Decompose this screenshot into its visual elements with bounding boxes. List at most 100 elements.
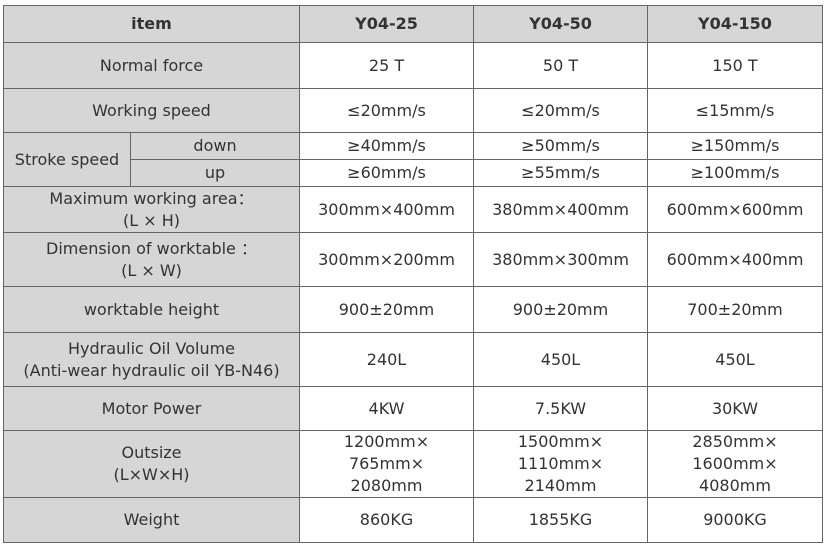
value-cell: 240L — [299, 332, 474, 387]
value-cell: 300mm×200mm — [299, 232, 474, 287]
row-label: Normal force — [3, 42, 300, 89]
value-cell: 600mm×600mm — [647, 186, 823, 233]
row-label: Working speed — [3, 88, 300, 133]
value-text: 1600mm× — [692, 454, 778, 473]
value-text: 600mm×600mm — [666, 199, 804, 219]
value-cell: ≥50mm/s — [473, 132, 648, 160]
table-row: worktable height 900±20mm 900±20mm 700±20mm — [3, 286, 823, 333]
value-text: ≤20mm/s — [347, 100, 426, 120]
value-text: 450L — [715, 349, 755, 369]
row-label: Dimension of worktable ： (L × W) — [3, 232, 300, 287]
table-row: Working speed ≤20mm/s ≤20mm/s ≤15mm/s — [3, 88, 823, 133]
value-cell: 25 T — [299, 42, 474, 89]
row-label: Outsize (L×W×H) — [3, 430, 300, 498]
value-cell: 860KG — [299, 497, 474, 543]
value-cell: 900±20mm — [299, 286, 474, 333]
value-text: 300mm×400mm — [318, 199, 455, 219]
value-cell: ≥100mm/s — [647, 159, 823, 187]
value-text: ≥150mm/s — [690, 136, 780, 155]
value-text: 380mm×300mm — [492, 249, 629, 269]
value-cell: 1200mm× 765mm× 2080mm — [299, 430, 474, 498]
value-cell: 900±20mm — [473, 286, 648, 333]
row-label: Maximum working area： (L × H) — [3, 186, 300, 233]
table-row: Maximum working area： (L × H) 300mm×400mm 3… — [3, 186, 823, 233]
label-text: worktable height — [83, 299, 220, 319]
table-row: item Y04-25 Y04-50 Y04-150 — [3, 5, 823, 43]
sub-label: up — [130, 159, 300, 187]
value-text: 2140mm — [524, 476, 597, 495]
value-text: ≥60mm/s — [347, 163, 426, 182]
value-text: ≤20mm/s — [521, 100, 600, 120]
value-text: 380mm×400mm — [492, 199, 629, 219]
sub-label: down — [130, 132, 300, 160]
value-cell: 7.5KW — [473, 386, 648, 431]
table-row: up ≥60mm/s ≥55mm/s ≥100mm/s — [4, 159, 823, 187]
value-cell: 150 T — [647, 42, 823, 89]
label-text: Working speed — [92, 100, 211, 120]
value-cell: ≤20mm/s — [299, 88, 474, 133]
value-text: ≥50mm/s — [521, 136, 600, 155]
table-row: Weight 860KG 1855KG 9000KG — [3, 497, 823, 543]
label-text: Maximum working area： — [49, 188, 254, 208]
value-cell: 300mm×400mm — [299, 186, 474, 233]
value-text: 700±20mm — [687, 299, 783, 319]
table-row: Outsize (L×W×H) 1200mm× 765mm× 2080mm 1500mm×… — [3, 430, 823, 498]
label-text: Hydraulic Oil Volume — [67, 338, 236, 358]
value-text: 900±20mm — [512, 299, 609, 319]
value-text: 1110mm× — [517, 454, 604, 473]
value-text: 30KW — [711, 398, 759, 418]
value-text: 50 T — [542, 55, 579, 75]
value-text: 2080mm — [350, 476, 423, 495]
value-cell: 9000KG — [647, 497, 823, 543]
row-label: Weight — [3, 497, 300, 543]
label-text: (L × W) — [121, 260, 182, 280]
label-text: Outsize — [121, 443, 182, 462]
value-text: 7.5KW — [534, 398, 587, 418]
header-cell: Y04-25 — [299, 5, 474, 43]
value-text: 900±20mm — [338, 299, 435, 319]
value-cell: ≥150mm/s — [647, 132, 823, 160]
table-row: Hydraulic Oil Volume (Anti-wear hydraulic… — [3, 332, 823, 387]
value-text: 150 T — [712, 55, 758, 75]
value-text: 1500mm× — [517, 432, 604, 451]
header-cell: Y04-50 — [473, 5, 648, 43]
value-text: ≥40mm/s — [347, 136, 426, 155]
value-cell: ≥60mm/s — [299, 159, 474, 187]
header-cell: Y04-150 — [647, 5, 823, 43]
value-cell: 600mm×400mm — [647, 232, 823, 287]
value-cell: 50 T — [473, 42, 648, 89]
value-text: 1855KG — [528, 510, 593, 529]
label-text: Weight — [123, 510, 180, 529]
label-text: Dimension of worktable ： — [46, 238, 257, 258]
value-cell: 30KW — [647, 386, 823, 431]
row-label: Motor Power — [3, 386, 300, 431]
value-cell: ≥55mm/s — [473, 159, 648, 187]
row-label: Hydraulic Oil Volume (Anti-wear hydraulic… — [3, 332, 300, 387]
value-text: 240L — [366, 349, 407, 369]
table-row: Dimension of worktable ： (L × W) 300mm×200… — [3, 232, 823, 287]
value-text: 300mm×200mm — [318, 249, 455, 269]
value-cell: 380mm×400mm — [473, 186, 648, 233]
value-cell: ≤20mm/s — [473, 88, 648, 133]
label-text: Motor Power — [101, 398, 202, 418]
row-label: worktable height — [3, 286, 300, 333]
value-cell: 700±20mm — [647, 286, 823, 333]
value-text: 600mm×400mm — [666, 249, 804, 269]
value-text: 4KW — [368, 398, 405, 418]
value-text: 4080mm — [699, 476, 771, 495]
table-row: Normal force 25 T 50 T 150 T — [3, 42, 823, 89]
value-text: ≥55mm/s — [521, 163, 600, 182]
value-cell: ≥40mm/s — [299, 132, 474, 160]
value-text: 2850mm× — [692, 432, 778, 451]
group-label: Stroke speed — [3, 132, 131, 187]
label-text: (Anti-wear hydraulic oil YB-N46) — [23, 360, 280, 380]
spec-table: item Y04-25 Y04-50 Y04-150 Normal force 25 T 5… — [3, 5, 823, 543]
value-cell: 450L — [647, 332, 823, 387]
label-text: (L × H) — [122, 210, 180, 230]
value-text: 25 T — [368, 55, 405, 75]
value-text: ≤15mm/s — [695, 100, 775, 120]
value-cell: 1500mm× 1110mm× 2140mm — [473, 430, 648, 498]
value-text: 1200mm× — [343, 432, 430, 451]
value-cell: 2850mm× 1600mm× 4080mm — [647, 430, 823, 498]
